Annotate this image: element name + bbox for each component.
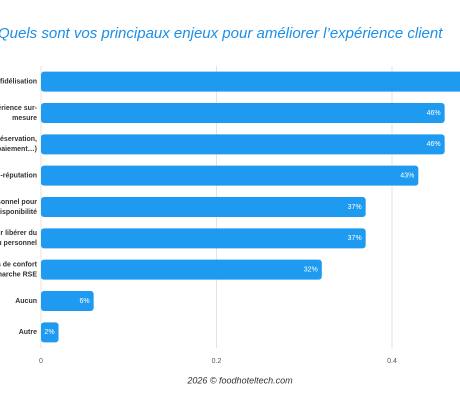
bar bbox=[41, 259, 322, 280]
value-label: 2% bbox=[44, 329, 54, 336]
bar bbox=[41, 71, 460, 92]
value-label: 6% bbox=[80, 298, 90, 305]
value-label: 37% bbox=[348, 204, 362, 211]
y-tick-label: , paiement…) bbox=[0, 146, 37, 153]
y-tick-label: lus de confort bbox=[0, 262, 38, 269]
y-tick-label: Autre bbox=[19, 329, 37, 336]
y-tick-label: l’e-réputation bbox=[0, 173, 37, 180]
y-tick-label: mesure bbox=[12, 115, 37, 122]
bar bbox=[41, 197, 366, 217]
value-label: 37% bbox=[348, 235, 362, 242]
footer: 2026 © foodhoteltech.com bbox=[186, 375, 293, 385]
bar bbox=[41, 165, 419, 186]
bar bbox=[41, 103, 445, 123]
x-tick-label: 0.2 bbox=[212, 358, 222, 365]
value-label: 46% bbox=[427, 110, 441, 117]
y-tick-label: s au personnel bbox=[0, 240, 37, 247]
x-tick-label: 0 bbox=[39, 358, 43, 365]
y-tick-label: e disponibilité bbox=[0, 209, 37, 216]
bar bbox=[41, 291, 94, 311]
x-tick-label: 0.4 bbox=[387, 358, 397, 365]
y-tick-label: t (réservation, bbox=[0, 136, 37, 143]
y-tick-label: our libérer du bbox=[0, 230, 37, 237]
y-tick-label: xpérience sur- bbox=[0, 105, 38, 112]
bar bbox=[41, 134, 445, 155]
bar bbox=[41, 322, 59, 343]
chart-title: Quels sont vos principaux enjeux pour am… bbox=[0, 25, 443, 42]
y-tick-label: Aucun bbox=[15, 298, 37, 305]
y-tick-label: émarche RSE bbox=[0, 272, 37, 279]
value-label: 32% bbox=[304, 267, 318, 274]
y-tick-label: de fidélisation bbox=[0, 79, 37, 86]
bar bbox=[41, 228, 366, 249]
y-tick-label: ersonnel pour bbox=[0, 199, 37, 206]
value-label: 46% bbox=[427, 141, 441, 148]
value-label: 43% bbox=[400, 173, 414, 180]
